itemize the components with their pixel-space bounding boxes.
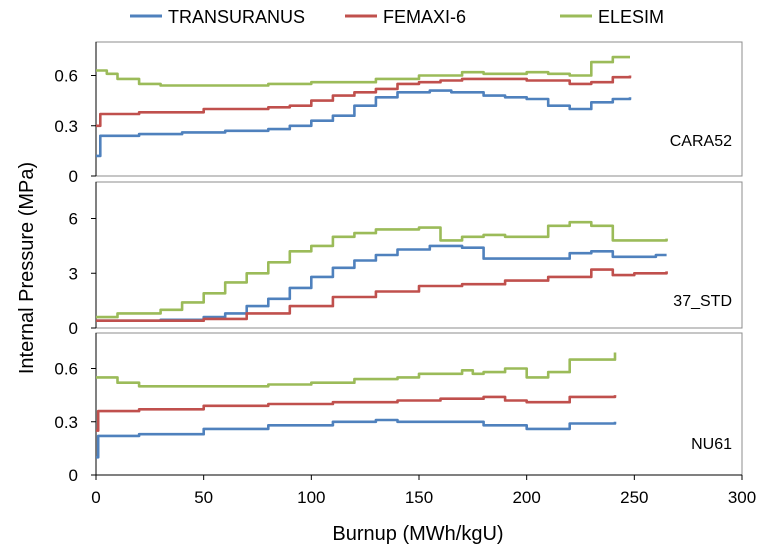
series-line-femaxi-6 [96,75,632,128]
legend-label-elesim: ELESIM [598,7,664,27]
y-tick-label: 0 [69,319,78,338]
legend-item-femaxi-6: FEMAXI-6 [345,7,466,27]
x-tick-label: 150 [405,488,433,507]
legend: TRANSURANUS FEMAXI-6 ELESIM [130,7,664,27]
series-line-elesim [96,220,668,319]
legend-item-elesim: ELESIM [560,7,664,27]
panel-label: 37_STD [673,293,732,310]
y-tick-label: 6 [69,210,78,229]
panel-frame [95,41,743,177]
y-tick-label: 0 [69,167,78,186]
series-line-transuranus [96,89,632,158]
x-tick-label: 300 [728,488,756,507]
panel-frame [95,181,743,329]
panel-label: NU61 [691,436,732,453]
legend-item-transuranus: TRANSURANUS [130,7,305,27]
y-tick-label: 0.6 [54,360,78,379]
series-line-elesim [96,55,630,87]
y-axis-label: Internal Pressure (MPa) [16,162,38,374]
series-line-femaxi-6 [96,268,668,322]
series-line-femaxi-6 [96,395,617,432]
y-tick-label: 0.3 [54,117,78,136]
x-axis: 0 50 100 150 200 250 300 [91,474,756,507]
series-line-transuranus [96,418,617,459]
y-tick-label: 0.6 [54,67,78,86]
series-line-transuranus [96,244,667,322]
legend-label-transuranus: TRANSURANUS [168,7,305,27]
x-tick-label: 100 [297,488,325,507]
x-axis-label: Burnup (MWh/kgU) [332,523,503,545]
y-tick-label: 0.3 [54,413,78,432]
panel-frame [95,332,743,476]
panel-label: CARA52 [670,133,732,150]
panel-nu61: 0 0.3 0.6 NU61 [54,332,743,485]
x-tick-label: 50 [194,488,213,507]
y-tick-label: 3 [69,264,78,283]
x-tick-label: 0 [91,488,100,507]
panel-37_std: 0 3 6 37_STD [69,181,743,338]
y-tick-label: 0 [69,466,78,485]
x-tick-label: 200 [512,488,540,507]
x-tick-label: 250 [620,488,648,507]
panel-cara52: 0 0.3 0.6 CARA52 [54,41,743,186]
panels: 0 0.3 0.6 CARA52 0 3 6 37_STD 0 0.3 0.6 NU61 [54,41,743,485]
series-line-elesim [96,352,617,388]
legend-label-femaxi-6: FEMAXI-6 [383,7,466,27]
